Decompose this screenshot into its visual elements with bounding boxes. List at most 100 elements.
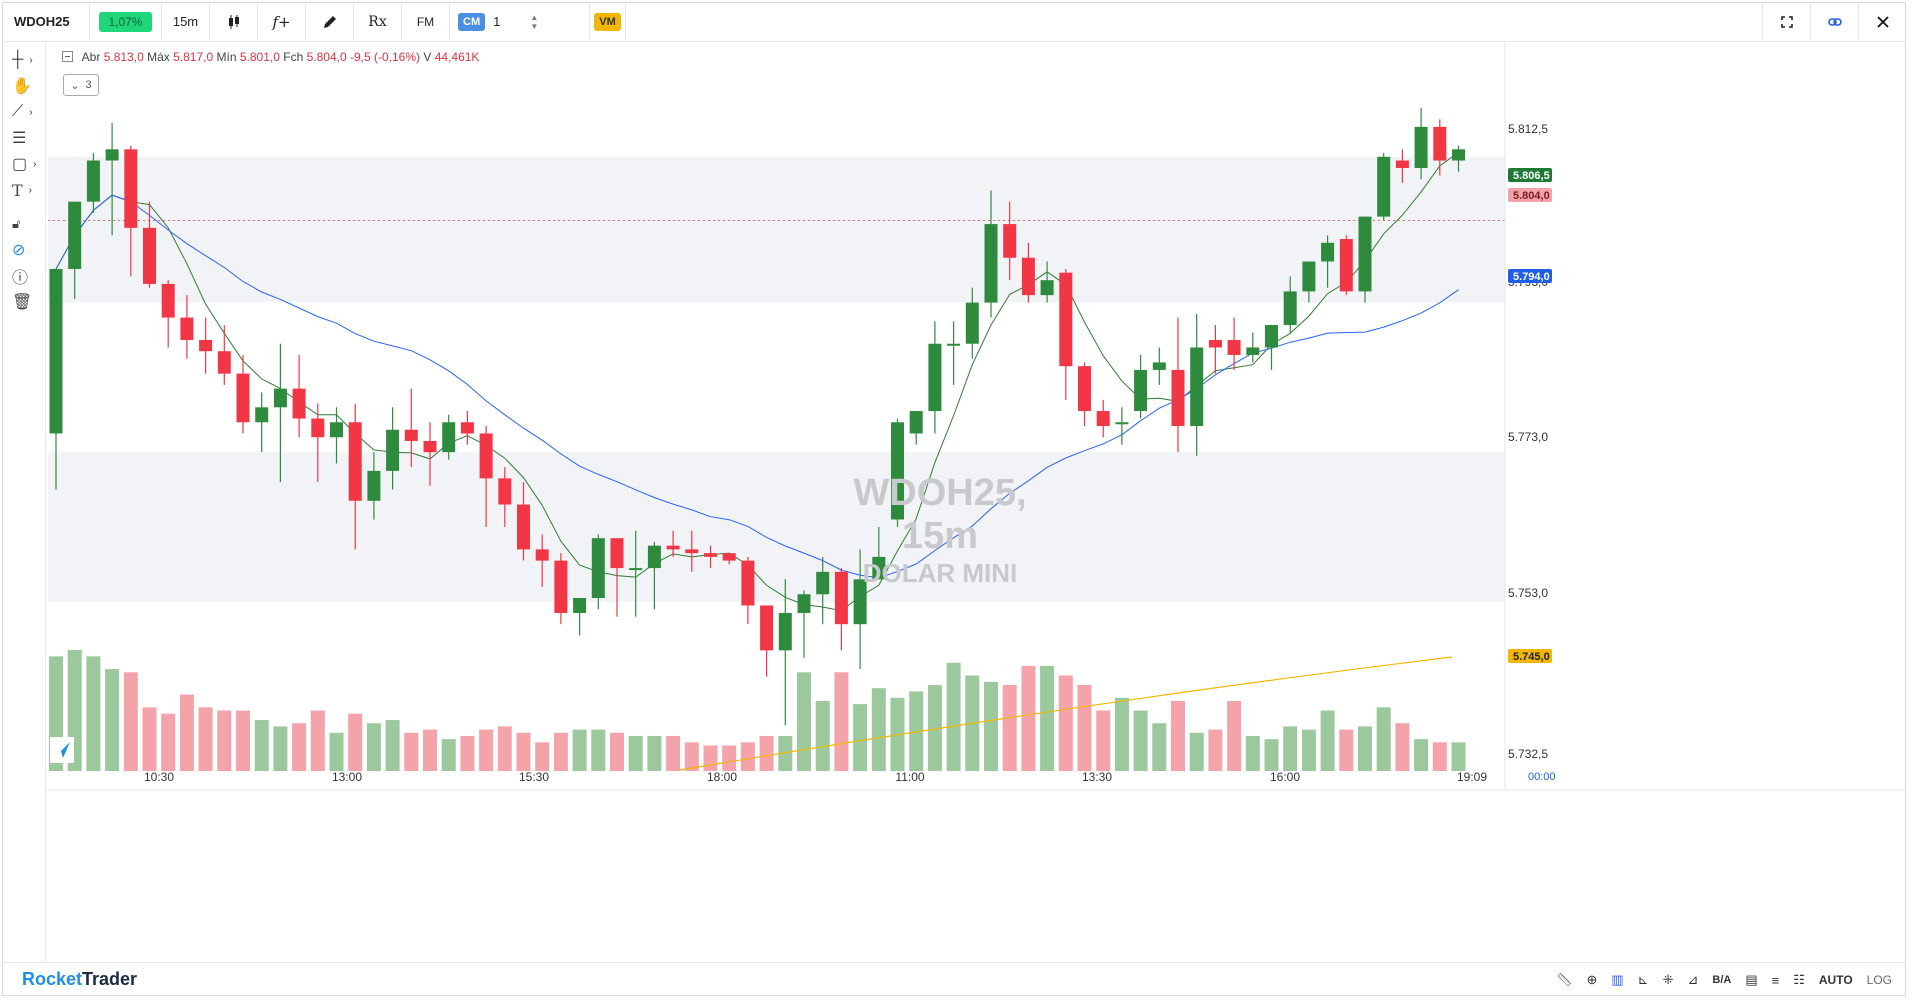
fullscreen-button[interactable] — [1762, 2, 1810, 42]
time-tick-label: 13:30 — [1082, 770, 1112, 784]
zone-bands — [48, 156, 1505, 602]
chevron-down-icon[interactable]: ▼ — [530, 21, 539, 31]
cm-value[interactable]: 1 — [493, 14, 501, 29]
cm-toggle[interactable]: CM — [458, 12, 486, 31]
fm-button[interactable]: FM — [402, 1, 450, 42]
volume-bar — [909, 691, 924, 771]
candle-body — [348, 422, 362, 501]
chevron-right-icon[interactable]: › — [29, 106, 33, 118]
chevron-down-icon: ⌄ — [70, 79, 80, 92]
auto-scale-button[interactable]: AUTO — [1818, 973, 1853, 987]
candle-body — [760, 605, 774, 651]
volume-bar — [871, 688, 886, 771]
sma-slow-line — [55, 194, 1459, 579]
volume-bar — [1189, 732, 1204, 771]
volume-bar — [1040, 665, 1055, 771]
function-add-icon: f+ — [272, 12, 291, 31]
vm-toggle[interactable]: VM — [594, 12, 621, 31]
time-tick-label: 15:30 — [519, 770, 549, 784]
symbol-selector[interactable]: WDOH25 — [2, 1, 90, 42]
navigate-arrow-icon[interactable] — [54, 742, 70, 758]
open-label: Abr — [81, 50, 101, 64]
price-badge — [1508, 649, 1552, 663]
chart-type-button[interactable] — [210, 1, 258, 42]
close-value: 5.804,0 -9,5 (-0,16%) — [306, 50, 421, 64]
candle-body — [1134, 369, 1148, 412]
ba-icon[interactable]: B/A — [1712, 974, 1732, 986]
volume-bar — [722, 745, 737, 771]
crosshair-icon: ┼ — [12, 51, 24, 68]
candle-body — [1115, 422, 1129, 425]
candle-body — [1452, 149, 1465, 161]
scale-icon[interactable]: ⊿ — [1687, 972, 1699, 987]
menu-lines-icon[interactable]: ≡ — [1771, 972, 1780, 988]
bottom-bar: RocketTrader 📏︎ ⊕ ▥ ⊾ ⁜ ⊿ B/A ▤ ≡ ☷ AUTO… — [2, 962, 1906, 996]
time-tick-label: 11:00 — [895, 770, 924, 784]
hide-drawings-tool[interactable]: ⊘ — [12, 238, 42, 262]
zoom-icon[interactable]: ⊕ — [1586, 972, 1598, 987]
lock-tool[interactable]: 🔓︎ — [12, 212, 42, 236]
volume-bar — [1208, 729, 1223, 771]
close-label: Fch — [283, 50, 304, 64]
pencil-icon — [323, 15, 336, 28]
rx-button[interactable]: Rx — [354, 1, 402, 42]
candle-body — [404, 429, 418, 441]
list-icon[interactable]: ☷ — [1793, 972, 1805, 987]
chevron-right-icon[interactable]: › — [28, 184, 33, 196]
candle-body — [517, 504, 530, 550]
candle-body — [1096, 411, 1110, 426]
collapse-legend-icon[interactable] — [62, 51, 73, 62]
delete-tool[interactable]: 🗑︎ — [12, 290, 42, 314]
line-tool[interactable]: ⟋ › — [12, 100, 42, 124]
close-button[interactable] — [1858, 2, 1906, 42]
text-icon: T — [12, 180, 23, 200]
log-scale-button[interactable]: LOG — [1866, 973, 1892, 987]
candle-body — [1339, 239, 1353, 292]
text-tool[interactable]: T › — [12, 178, 42, 202]
indicators-toggle[interactable]: ⌄ 3 — [63, 74, 99, 96]
candle-body — [1283, 291, 1297, 326]
candle-body — [49, 268, 63, 434]
volume-bar — [142, 707, 157, 771]
candle-body — [872, 556, 886, 580]
drawing-tools-sidebar: ┼ › ✋ ⟋ › ☰ ▢ › T › 🔓︎ ⊘ ⓘ 🗑︎ — [2, 42, 46, 962]
low-label: Mín — [216, 50, 237, 64]
chevron-up-icon[interactable]: ▲ — [530, 12, 539, 22]
candle-body — [236, 373, 250, 423]
price-badge — [1508, 168, 1552, 182]
volume-bar — [946, 662, 961, 771]
timeframe-selector[interactable]: 15m — [162, 1, 210, 42]
link-button[interactable] — [1810, 2, 1858, 42]
vm-cell: VM — [590, 1, 626, 42]
ruler-icon[interactable]: 📏︎ — [1555, 972, 1573, 987]
pan-tool[interactable]: ✋ — [12, 74, 42, 98]
volume-bar — [834, 672, 849, 771]
help-tool[interactable]: ⓘ — [12, 264, 42, 288]
candle-body — [460, 422, 474, 434]
price-tick-label: 5.812,5 — [1508, 122, 1548, 136]
volume-bar — [1339, 729, 1354, 771]
chevron-right-icon[interactable]: › — [33, 158, 37, 170]
book-icon[interactable]: ▤ — [1745, 972, 1758, 987]
shape-tool[interactable]: ▢ › — [12, 152, 42, 176]
lines-tool[interactable]: ☰ — [12, 126, 42, 150]
axis-chart-icon[interactable]: ⊾ — [1637, 972, 1649, 987]
cm-stepper[interactable]: ▲ ▼ — [530, 13, 538, 31]
volume-bar — [759, 735, 774, 771]
candle-body — [1358, 216, 1372, 292]
volume-bar — [460, 735, 475, 771]
candle-body — [909, 411, 923, 434]
indicators-button[interactable]: f+ — [258, 1, 306, 42]
chevron-right-icon[interactable]: › — [29, 54, 33, 66]
grid-icon[interactable]: ⁜ — [1662, 972, 1674, 987]
bar-chart-icon[interactable]: ▥ — [1611, 972, 1624, 987]
candle-body — [965, 302, 979, 344]
volume-bar — [1114, 697, 1129, 771]
watermark-symbol: WDOH25, 15m — [853, 472, 1027, 557]
crosshair-tool[interactable]: ┼ › — [12, 48, 42, 72]
drawing-button[interactable] — [306, 1, 354, 42]
volume-bar — [1320, 710, 1335, 771]
volume-bar — [105, 669, 120, 771]
volume-bar — [404, 732, 419, 771]
